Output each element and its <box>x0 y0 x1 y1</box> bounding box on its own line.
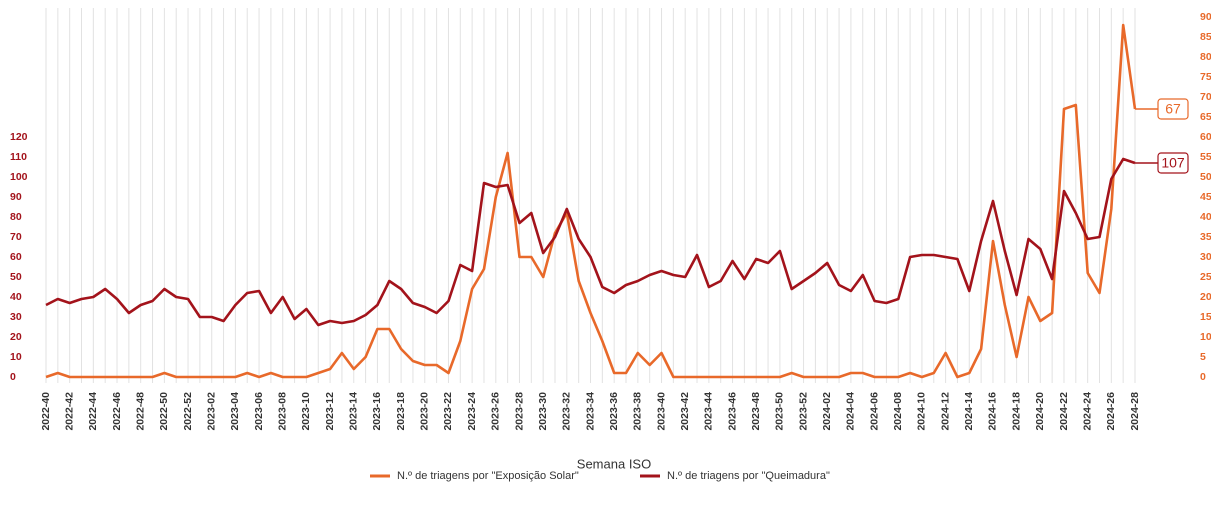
y2-tick-label: 80 <box>1200 51 1211 63</box>
x-tick-label: 2024-12 <box>939 392 951 431</box>
y2-tick-label: 0 <box>1200 371 1206 383</box>
x-tick-label: 2023-46 <box>726 392 738 431</box>
x-tick-label: 2022-46 <box>111 392 123 431</box>
y2-tick-label: 55 <box>1200 151 1211 163</box>
x-tick-label: 2023-44 <box>703 392 715 431</box>
y2-tick-label: 30 <box>1200 251 1211 263</box>
x-tick-label: 2023-34 <box>584 392 596 431</box>
end-label: 67 <box>1165 101 1181 117</box>
y-tick-label: 110 <box>10 151 27 163</box>
y2-tick-label: 60 <box>1200 131 1211 143</box>
x-tick-label: 2024-14 <box>963 392 975 431</box>
x-tick-label: 2023-08 <box>277 392 289 431</box>
y-tick-label: 50 <box>10 271 22 283</box>
end-label-box <box>1157 152 1189 174</box>
series-line <box>45 157 1136 327</box>
y2-tick-label: 45 <box>1200 191 1211 203</box>
y2-tick-label: 75 <box>1200 71 1211 83</box>
y-tick-label: 100 <box>10 171 28 183</box>
y2-tick-label: 40 <box>1200 211 1211 223</box>
y2-tick-label: 10 <box>1200 331 1211 343</box>
x-tick-label: 2022-44 <box>87 392 99 431</box>
x-tick-label: 2024-24 <box>1081 392 1093 431</box>
x-tick-label: 2024-18 <box>1010 392 1022 431</box>
x-tick-label: 2024-28 <box>1129 392 1141 431</box>
series-line <box>45 23 1137 379</box>
x-tick-label: 2024-10 <box>916 392 928 431</box>
x-tick-label: 2023-20 <box>419 392 431 431</box>
y-tick-label: 20 <box>10 331 22 343</box>
x-tick-label: 2022-40 <box>40 392 52 431</box>
legend-label: N.º de triagens por "Queimadura" <box>667 470 830 482</box>
y2-tick-label: 90 <box>1200 11 1211 23</box>
x-tick-label: 2023-40 <box>655 392 667 431</box>
x-tick-label: 2023-22 <box>442 392 454 431</box>
x-tick-label: 2023-48 <box>750 392 762 431</box>
x-tick-label: 2023-30 <box>537 392 549 431</box>
end-label: 107 <box>1161 155 1185 171</box>
legend-label: N.º de triagens por "Exposição Solar" <box>397 470 579 482</box>
y2-tick-label: 15 <box>1200 311 1211 323</box>
x-tick-label: 2023-14 <box>348 392 360 431</box>
y-tick-label: 0 <box>10 371 16 383</box>
x-tick-label: 2024-26 <box>1105 392 1117 431</box>
x-tick-label: 2024-04 <box>845 392 857 431</box>
x-tick-label: 2024-22 <box>1058 392 1070 431</box>
x-tick-label: 2023-28 <box>513 392 525 431</box>
x-tick-label: 2024-08 <box>892 392 904 431</box>
y2-tick-label: 65 <box>1200 111 1211 123</box>
y2-tick-label: 25 <box>1200 271 1211 283</box>
x-tick-label: 2023-32 <box>561 392 573 431</box>
y-tick-label: 10 <box>10 351 22 363</box>
x-tick-label: 2022-52 <box>182 392 194 431</box>
y-tick-label: 40 <box>10 291 22 303</box>
x-tick-label: 2022-48 <box>134 392 146 431</box>
y-tick-label: 90 <box>10 191 22 203</box>
y2-tick-label: 20 <box>1200 291 1211 303</box>
y2-tick-label: 85 <box>1200 31 1211 43</box>
x-tick-label: 2023-52 <box>797 392 809 431</box>
x-tick-label: 2023-18 <box>395 392 407 431</box>
x-tick-label: 2024-16 <box>987 392 999 431</box>
x-tick-label: 2024-02 <box>821 392 833 431</box>
x-tick-label: 2023-04 <box>229 392 241 431</box>
x-tick-label: 2023-50 <box>774 392 786 431</box>
y-tick-label: 60 <box>10 251 22 263</box>
x-tick-label: 2024-06 <box>868 392 880 431</box>
x-tick-label: 2023-16 <box>371 392 383 431</box>
y-tick-label: 70 <box>10 231 22 243</box>
y2-tick-label: 35 <box>1200 231 1211 243</box>
x-tick-label: 2023-02 <box>205 392 217 431</box>
x-tick-label: 2023-42 <box>679 392 691 431</box>
x-tick-label: 2023-24 <box>466 392 478 431</box>
x-tick-label: 2023-36 <box>608 392 620 431</box>
y2-tick-label: 50 <box>1200 171 1211 183</box>
x-tick-label: 2024-20 <box>1034 392 1046 431</box>
x-tick-label: 2022-42 <box>63 392 75 431</box>
x-tick-label: 2023-26 <box>490 392 502 431</box>
y-tick-label: 30 <box>10 311 22 323</box>
y-tick-label: 80 <box>10 211 22 223</box>
y2-tick-label: 5 <box>1200 351 1206 363</box>
x-tick-label: 2023-10 <box>300 392 312 431</box>
x-tick-label: 2023-06 <box>253 392 265 431</box>
x-tick-label: 2023-12 <box>324 392 336 431</box>
x-tick-label: 2023-38 <box>632 392 644 431</box>
x-axis-label: Semana ISO <box>577 456 651 471</box>
x-tick-label: 2022-50 <box>158 392 170 431</box>
y-tick-label: 120 <box>10 131 28 143</box>
y2-tick-label: 70 <box>1200 91 1211 103</box>
end-label-box <box>1157 98 1189 120</box>
